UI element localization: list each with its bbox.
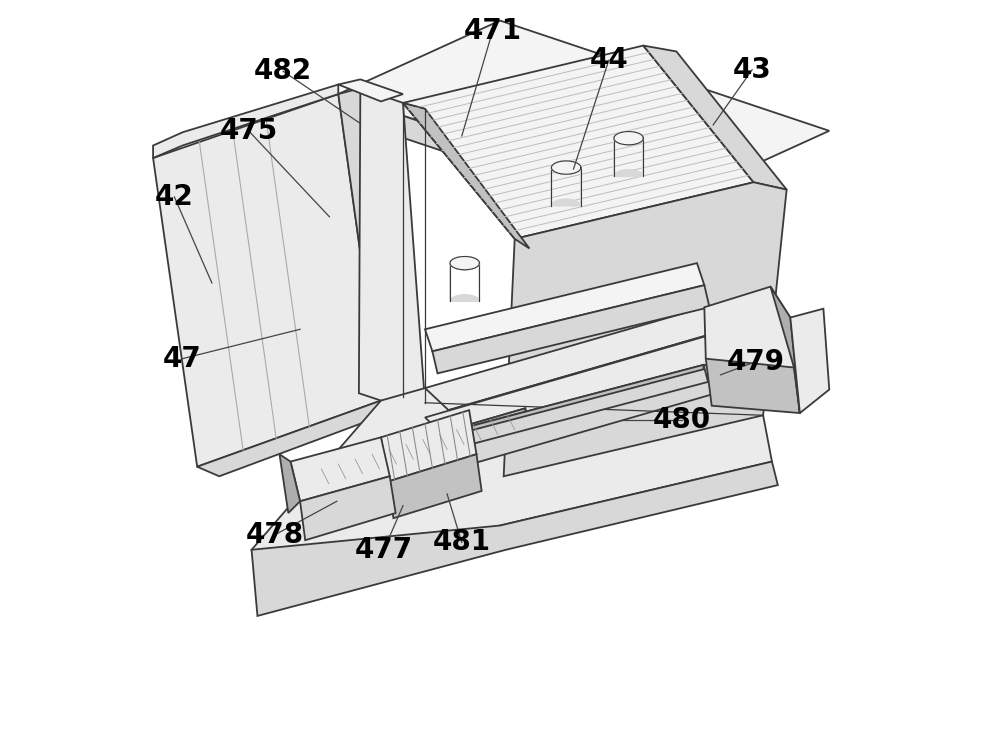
Polygon shape [614,138,643,176]
Polygon shape [322,409,531,485]
Polygon shape [425,307,728,410]
Polygon shape [252,388,772,594]
Text: 482: 482 [254,57,312,85]
Text: 480: 480 [653,406,711,434]
Polygon shape [153,85,338,158]
Text: 475: 475 [220,117,278,145]
Polygon shape [300,476,396,540]
Text: 477: 477 [355,536,413,564]
Polygon shape [452,365,704,435]
Polygon shape [450,257,479,270]
Text: 43: 43 [733,56,771,84]
Polygon shape [504,182,787,476]
Polygon shape [425,263,704,351]
Text: 42: 42 [155,183,194,211]
Polygon shape [551,168,581,206]
Polygon shape [551,161,581,174]
Polygon shape [388,454,482,518]
Polygon shape [449,329,734,440]
Polygon shape [280,454,300,513]
Polygon shape [551,161,581,174]
Polygon shape [381,410,476,481]
Polygon shape [403,46,754,239]
Text: 47: 47 [163,345,202,373]
Polygon shape [450,257,479,270]
Polygon shape [338,21,829,204]
Polygon shape [432,285,709,373]
Text: 479: 479 [727,348,785,376]
Polygon shape [449,359,734,469]
Polygon shape [322,409,525,472]
Polygon shape [450,263,479,301]
Polygon shape [153,94,381,467]
Polygon shape [338,88,403,401]
Polygon shape [452,365,708,448]
Polygon shape [706,359,800,413]
Polygon shape [704,287,794,388]
Text: 481: 481 [433,528,491,556]
Polygon shape [643,46,787,190]
Polygon shape [291,437,390,501]
Polygon shape [338,79,403,101]
Polygon shape [770,287,800,413]
Text: 471: 471 [464,17,522,45]
Polygon shape [425,337,728,440]
Text: 44: 44 [589,46,628,74]
Polygon shape [197,401,403,476]
Polygon shape [790,309,829,413]
Polygon shape [614,132,643,145]
Polygon shape [359,88,425,403]
Polygon shape [403,103,529,248]
Polygon shape [252,462,778,616]
Polygon shape [338,94,668,226]
Polygon shape [614,132,643,145]
Text: 478: 478 [245,521,303,549]
